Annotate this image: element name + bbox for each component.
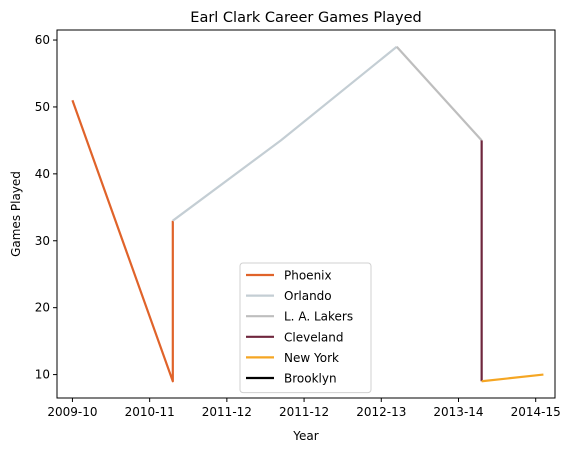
- legend-label: Brooklyn: [284, 372, 337, 386]
- y-tick-label: 60: [35, 33, 50, 47]
- chart-title: Earl Clark Career Games Played: [190, 10, 421, 26]
- y-tick-label: 30: [35, 234, 50, 248]
- x-tick-label: 2009-10: [47, 405, 97, 419]
- x-axis: 2009-10 2010-11 2011-12 2011-12 2012-13 2013-…: [47, 398, 561, 419]
- series-line-1: [172, 45, 398, 222]
- x-tick-label: 2014-15: [511, 405, 561, 419]
- x-tick-label: 2011-12: [279, 405, 329, 419]
- legend-label: Cleveland: [284, 330, 344, 344]
- legend-label: L. A. Lakers: [284, 310, 353, 324]
- series-line-0: [71, 99, 174, 383]
- x-tick-label: 2011-12: [202, 405, 252, 419]
- plot-area-frame: [56, 29, 556, 399]
- legend-label: Orlando: [284, 289, 332, 303]
- legend: Phoenix Orlando L. A. Lakers Cleveland New Y…: [239, 262, 372, 394]
- legend-label: New York: [284, 351, 339, 365]
- y-tick-label: 10: [35, 368, 50, 382]
- y-axis: 10 20 30 40 50 60: [35, 33, 57, 382]
- series-line-4: [481, 373, 544, 383]
- series-line-2: [395, 45, 483, 142]
- y-tick-label: 50: [35, 100, 50, 114]
- legend-label: Phoenix: [284, 269, 332, 283]
- x-tick-label: 2010-11: [125, 405, 175, 419]
- x-axis-label: Year: [292, 429, 318, 443]
- y-axis-label: Games Played: [9, 171, 23, 257]
- y-tick-label: 40: [35, 167, 50, 181]
- x-tick-label: 2013-14: [433, 405, 483, 419]
- x-tick-label: 2012-13: [356, 405, 406, 419]
- y-tick-label: 20: [35, 301, 50, 315]
- series-layer: [71, 45, 544, 383]
